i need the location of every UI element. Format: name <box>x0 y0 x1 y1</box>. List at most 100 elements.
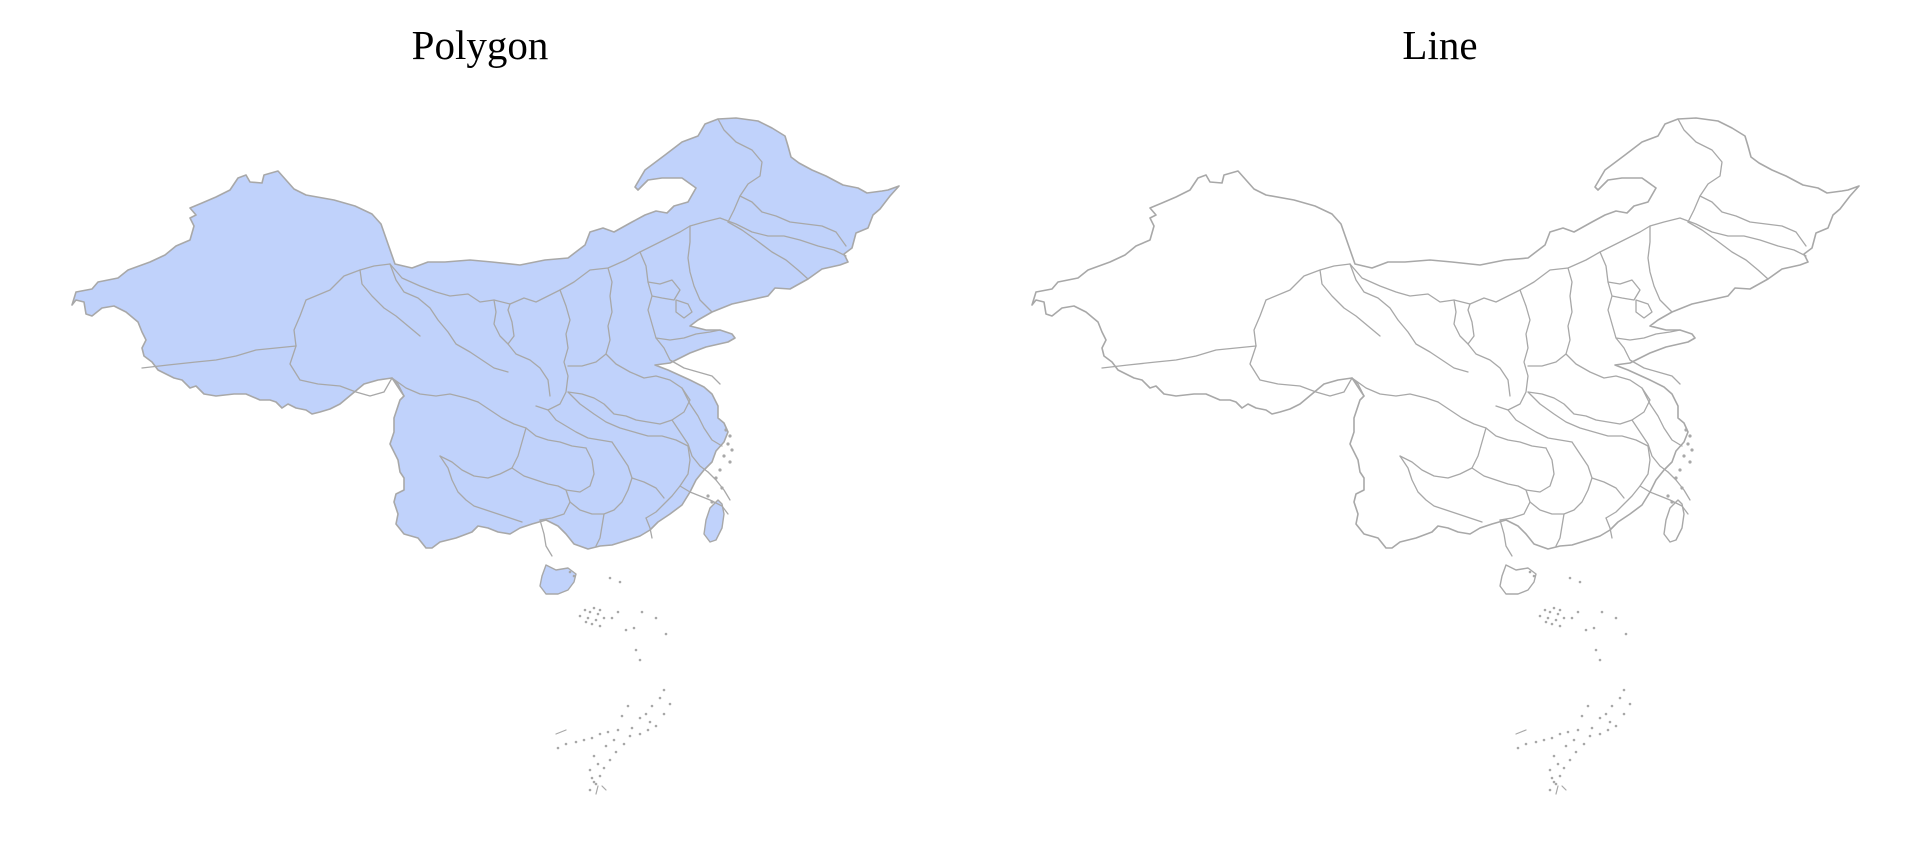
province-border <box>1399 427 1487 479</box>
sea-island <box>654 724 658 728</box>
province-border <box>1605 445 1651 519</box>
sea-island <box>1622 688 1626 692</box>
sea-island <box>1594 648 1598 652</box>
sea-island <box>1550 622 1554 626</box>
province-border <box>1615 329 1681 341</box>
panel-title-polygon: Polygon <box>411 22 549 68</box>
sea-island <box>1606 728 1610 732</box>
province-border <box>681 387 723 447</box>
sea-island <box>608 758 612 762</box>
sea-island <box>1558 624 1562 628</box>
reef-mark <box>555 729 567 735</box>
line-panel: Line <box>960 0 1920 846</box>
islet <box>730 448 734 452</box>
sea-island <box>602 616 606 620</box>
sea-island <box>662 712 666 716</box>
province-border <box>567 391 689 447</box>
islet <box>1686 442 1690 446</box>
province-border <box>1349 225 1651 305</box>
reef-mark <box>1515 729 1527 735</box>
province-border <box>1249 345 1353 397</box>
province-border <box>1527 267 1573 367</box>
province-border <box>1349 263 1469 373</box>
sea-island <box>1550 736 1554 740</box>
sea-island <box>583 608 587 612</box>
province-border <box>1471 467 1531 521</box>
sea-island <box>592 606 596 610</box>
islet <box>726 442 730 446</box>
sea-island <box>662 688 666 692</box>
sea-island <box>592 754 596 758</box>
province-border <box>1495 289 1531 411</box>
province-border <box>1507 409 1573 443</box>
sea-island <box>1576 728 1580 732</box>
sea-island <box>646 728 650 732</box>
sea-island <box>664 632 668 636</box>
sea-island <box>1556 612 1560 616</box>
province-border <box>1555 513 1565 547</box>
sea-island <box>1546 616 1550 620</box>
sea-island <box>1554 618 1558 622</box>
province-border <box>565 447 595 493</box>
province-border <box>439 427 527 479</box>
sea-island <box>1552 780 1556 784</box>
china-map <box>1031 117 1860 795</box>
sea-island <box>654 616 658 620</box>
islet <box>710 500 714 504</box>
province-border <box>1635 299 1653 319</box>
sea-island <box>574 740 578 744</box>
sea-island <box>1574 750 1578 754</box>
islet <box>1690 448 1694 452</box>
province-border <box>1699 195 1807 247</box>
sea-island <box>564 742 568 746</box>
province-border <box>645 445 691 519</box>
islet <box>1684 428 1688 432</box>
islet <box>724 428 728 432</box>
sea-island <box>1528 570 1532 574</box>
sea-island <box>1614 616 1618 620</box>
sea-island <box>644 712 648 716</box>
sea-island <box>628 734 632 738</box>
sea-island <box>1600 610 1604 614</box>
sea-island <box>1566 730 1570 734</box>
sea-island <box>1543 608 1547 612</box>
province-border <box>1667 471 1691 501</box>
sea-island <box>1562 616 1566 620</box>
sea-island <box>638 732 642 736</box>
province-border <box>391 377 479 403</box>
sea-island <box>1548 610 1552 614</box>
sea-island <box>598 774 602 778</box>
sea-island <box>634 648 638 652</box>
sea-island <box>1542 738 1546 742</box>
sea-island <box>612 738 616 742</box>
sea-island <box>624 628 628 632</box>
province-border <box>1641 387 1683 447</box>
province-border <box>1499 519 1513 557</box>
sea-island <box>1592 626 1596 630</box>
sea-island <box>648 720 652 724</box>
sea-island <box>588 768 592 772</box>
china-map <box>71 117 900 795</box>
province-border <box>389 263 509 373</box>
province-border <box>1319 269 1381 337</box>
province-border <box>1101 345 1257 369</box>
sea-island <box>1590 726 1594 730</box>
province-border <box>1437 401 1547 449</box>
province-border <box>1629 359 1681 385</box>
province-border <box>689 217 847 257</box>
panel-title-line: Line <box>1402 22 1478 68</box>
reef-mark <box>595 785 599 795</box>
sea-island <box>598 608 602 612</box>
sea-island <box>1562 766 1566 770</box>
sea-island <box>658 696 662 700</box>
province-border <box>717 118 763 223</box>
islet <box>1666 494 1670 498</box>
taiwan-island <box>1663 499 1685 543</box>
sea-island <box>1568 576 1572 580</box>
sea-island <box>590 776 594 780</box>
sea-island <box>572 574 576 578</box>
province-border <box>511 467 571 521</box>
sea-island <box>618 580 622 584</box>
sea-island <box>1554 782 1558 786</box>
province-border <box>679 485 729 515</box>
